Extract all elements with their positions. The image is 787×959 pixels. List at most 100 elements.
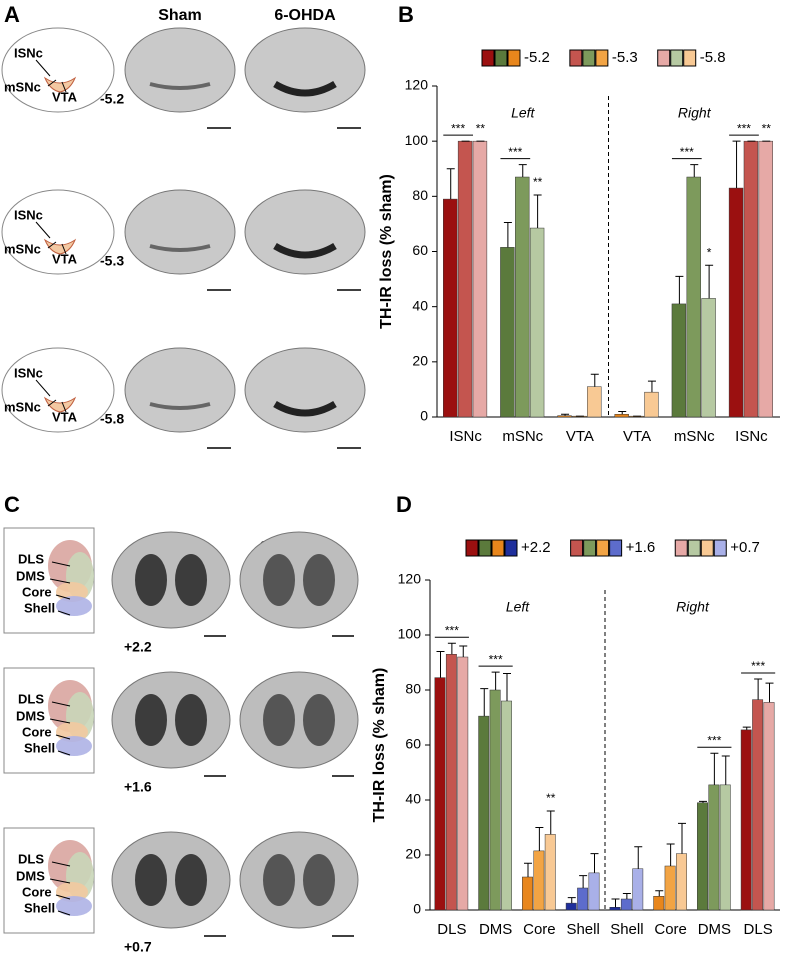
x-tick-label: Core [654,921,687,938]
atlas-label: mSNc [4,241,41,256]
error-bar [710,752,719,785]
error-bar [721,755,730,785]
striatum [135,854,167,906]
brain-detail [149,244,211,252]
y-tick-label: 60 [412,242,428,258]
bar [501,700,512,911]
x-tick-label: VTA [623,428,651,445]
atlas-label: DLS [18,551,44,566]
y-tick-label: 80 [412,187,428,203]
y-tick-label: 120 [398,571,422,587]
atlas-pointer [47,399,57,407]
atlas-pointer [35,59,51,77]
y-tick-label: 80 [405,681,421,697]
bar [533,850,545,911]
significance: ** [762,121,772,135]
error-bar [480,688,489,717]
striatum [303,554,335,606]
x-tick-label: DLS [437,921,466,938]
bar [644,391,659,418]
atlas-pointer [47,79,57,87]
y-tick-label: 120 [405,77,429,93]
x-tick-label: DMS [698,921,731,938]
striatum [175,554,207,606]
error-bar [754,678,763,700]
error-bar [705,264,714,299]
bar [676,853,687,911]
error-bar [678,822,686,854]
y-tick-label: 0 [413,901,421,917]
significance: ** [533,175,543,189]
significance: *** [508,145,522,159]
region-shell [56,596,92,616]
striatum [135,554,167,606]
y-tick-label: 0 [420,408,428,424]
bar [529,227,545,418]
error-bar [611,898,620,908]
legend-label: +1.6 [626,539,656,556]
bar [708,784,720,911]
significance: *** [445,623,459,637]
bar [671,303,687,418]
bar [664,865,676,911]
atlas-label: Shell [24,600,55,615]
bar [653,896,665,911]
atlas-pointer [51,561,71,567]
striatum [303,854,335,906]
legend-label: -5.3 [612,49,638,66]
error-bar [618,410,627,415]
atlas-label: ISNc [14,365,43,380]
y-tick-label: 60 [405,736,421,752]
atlas-label: DMS [16,868,45,883]
panel-label: A [4,2,20,27]
atlas-outline [1,347,115,433]
atlas-region [43,238,77,255]
error-bar [561,413,570,416]
error-bar [732,140,741,189]
significance: *** [751,659,765,673]
error-bar [622,893,631,899]
atlas-label: ISNc [14,45,43,60]
bar [544,834,556,911]
brain-detail [273,242,337,259]
x-tick-label: Shell [610,921,643,938]
atlas-pointer [55,734,71,740]
brain-section [239,831,359,929]
atlas-pointer [35,379,51,397]
atlas-label: mSNc [4,79,41,94]
y-axis-label: TH-IR loss (% sham) [378,174,395,329]
legend-swatch [713,539,727,557]
side-label: Right [678,105,712,121]
bar [478,715,490,911]
legend-swatch [595,49,609,67]
atlas-pointer [35,221,51,239]
brain-detail [273,400,337,417]
bar [719,784,731,911]
error-bar [634,846,643,869]
error-bar [447,642,456,655]
legend-swatch [582,49,596,67]
bar [434,677,446,911]
atlas-pointer [49,718,71,724]
error-bar [699,800,707,803]
x-tick-label: mSNc [502,428,543,445]
bar [500,247,515,418]
bar [515,176,530,418]
bar [701,298,716,418]
x-tick-label: ISNc [449,428,482,445]
coordinate: -5.2 [100,91,124,107]
atlas-label: DLS [18,851,44,866]
legend-swatch [481,49,495,67]
error-bar [546,810,555,835]
significance: * [707,245,712,259]
coordinate: -5.8 [100,411,124,427]
brain-section [111,531,231,629]
legend-label: -5.8 [700,49,726,66]
y-axis-label: TH-IR loss (% sham) [371,668,388,823]
brain-section [111,831,231,929]
brain-section [124,27,236,113]
brain-detail [149,82,211,90]
bar [489,689,501,911]
brain-section [244,189,366,275]
bar [740,729,752,911]
